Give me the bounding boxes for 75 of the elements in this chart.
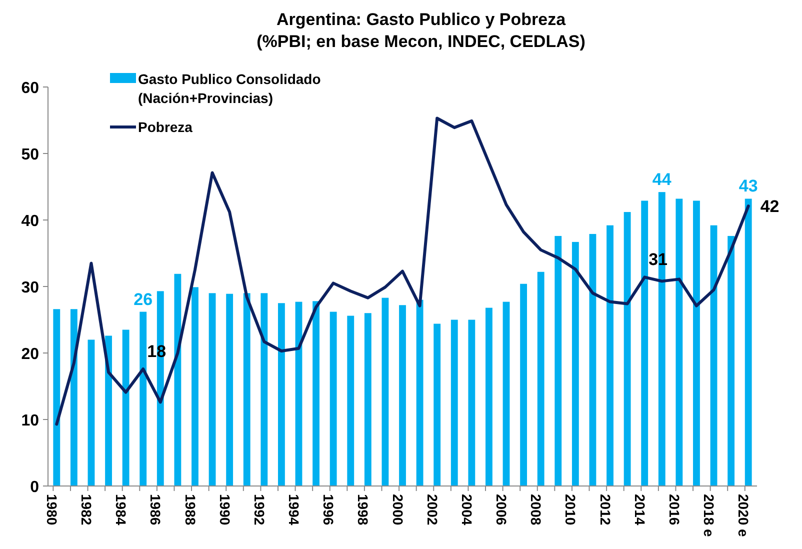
bar: [140, 312, 147, 486]
data-label: 44: [652, 170, 672, 190]
legend-label: Gasto Publico Consolidado (Nación+Provincias): [138, 71, 321, 106]
bar: [450, 320, 458, 486]
x-tick-label: 2012: [597, 494, 614, 526]
bar: [710, 225, 718, 486]
bar: [295, 302, 302, 486]
x-tick-label: 1996: [320, 494, 337, 526]
x-tick-label: 2020 e: [736, 494, 752, 538]
bar: [192, 287, 198, 486]
bar: [676, 198, 683, 486]
bar: [174, 274, 182, 486]
bar: [554, 236, 562, 486]
bar: [226, 294, 234, 486]
x-tick-label: 1980: [44, 494, 60, 526]
y-tick-label: 30: [21, 280, 40, 296]
bar: [572, 242, 579, 486]
bar: [364, 313, 372, 486]
x-tick-label: 1982: [78, 494, 95, 526]
x-tick-label: 1990: [216, 494, 233, 526]
bar: [624, 212, 631, 486]
bar: [243, 293, 250, 486]
bar: [330, 312, 337, 486]
chart-subtitle: (%PBI; en base Mecon, INDEC, CEDLAS): [256, 32, 586, 51]
x-tick-label: 2000: [390, 494, 406, 526]
bar: [278, 303, 285, 486]
bar: [88, 340, 95, 486]
y-tick-label: 0: [30, 479, 40, 496]
bar: [486, 308, 492, 486]
data-label: 43: [738, 176, 758, 196]
bar: [693, 200, 700, 486]
bar: [312, 301, 320, 486]
bar: [122, 330, 130, 486]
x-tick-label: 2010: [562, 494, 579, 526]
data-label: 42: [760, 197, 780, 216]
x-tick-label: 1986: [148, 494, 164, 526]
bar: [728, 236, 735, 486]
bar: [641, 200, 648, 486]
bar: [70, 309, 78, 486]
bar: [434, 324, 441, 486]
bar: [260, 293, 268, 486]
bar: [399, 305, 406, 486]
x-tick-label: 2008: [528, 494, 544, 526]
bar: [589, 234, 596, 486]
y-tick-label: 40: [21, 213, 40, 230]
bar: [502, 302, 510, 486]
bar: [744, 198, 752, 486]
legend-label: Pobreza: [138, 119, 193, 135]
data-label: 26: [134, 290, 153, 309]
x-tick-label: 2014: [632, 494, 648, 526]
bar: [105, 336, 112, 486]
y-tick-label: 20: [21, 346, 40, 363]
bar: [468, 320, 476, 486]
x-tick-label: 1984: [113, 494, 130, 526]
bar: [347, 316, 354, 486]
x-tick-label: 2006: [494, 494, 510, 526]
x-tick-label: 2018 e: [701, 494, 718, 538]
bar: [382, 298, 389, 486]
bar: [520, 284, 528, 486]
y-tick-label: 10: [21, 412, 40, 430]
x-tick-label: 1992: [251, 494, 268, 526]
bar: [606, 225, 614, 486]
x-tick-label: 2002: [424, 494, 440, 526]
x-tick-label: 2004: [458, 494, 475, 526]
x-tick-label: 1988: [182, 494, 198, 526]
y-tick-label: 50: [21, 146, 40, 164]
x-tick-label: 1998: [355, 494, 372, 526]
bar: [537, 272, 544, 486]
y-tick-label: 60: [21, 80, 40, 97]
bar: [416, 300, 424, 486]
chart-title: Argentina: Gasto Publico y Pobreza: [276, 10, 566, 29]
x-tick-label: 1994: [286, 494, 302, 526]
x-tick-label: 2016: [666, 494, 682, 526]
bar: [208, 293, 216, 486]
bar: [53, 309, 60, 486]
